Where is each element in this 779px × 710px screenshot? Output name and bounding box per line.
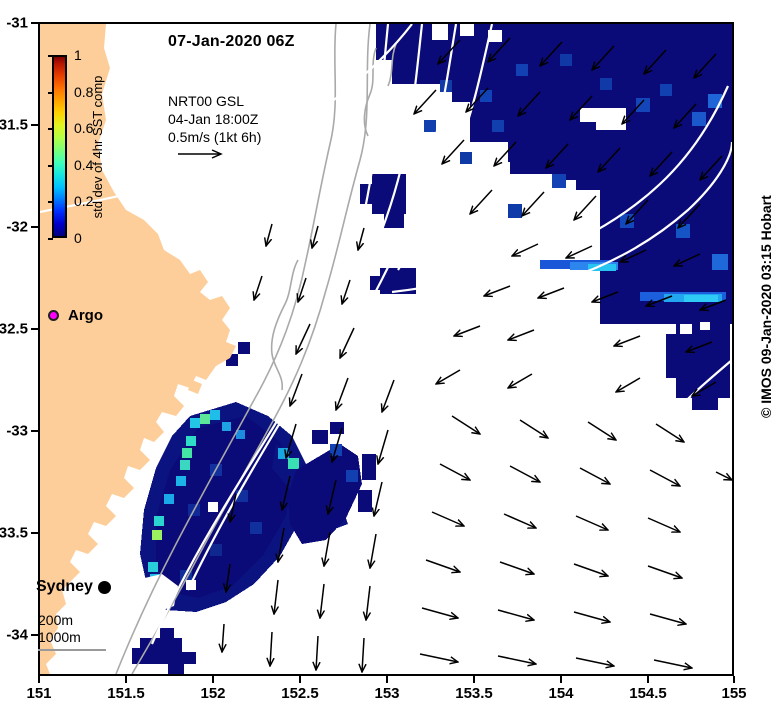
- page-title: 07-Jan-2020 06Z: [168, 33, 295, 50]
- y-tick-label: -33.5: [0, 524, 28, 542]
- argo-legend: Argo: [48, 307, 103, 324]
- annotation-time: 04-Jan 18:00Z: [168, 111, 259, 127]
- x-tick-label: 154.5: [629, 685, 667, 702]
- y-tick-label: -32.5: [0, 320, 28, 338]
- colorbar-tick-label: 0.6: [74, 120, 94, 137]
- depth-legend-shallow: 200m: [38, 612, 74, 628]
- colorbar-tick-label: 0: [74, 230, 82, 246]
- colorbar-tick-label: 0.4: [74, 156, 94, 173]
- colorbar-gradient: [52, 55, 67, 238]
- city-marker-sydney: Sydney: [36, 578, 111, 596]
- annotation-scale: 0.5m/s (1kt 6h): [168, 129, 262, 145]
- x-tick-label: 152.5: [281, 685, 319, 702]
- bathymetry-contours: [115, 24, 397, 674]
- depth-legend-deep: 1000m: [38, 629, 81, 645]
- x-tick-label: 151: [26, 685, 52, 702]
- y-tick-label: -34: [6, 626, 28, 644]
- city-dot-icon: [97, 580, 111, 594]
- depth-legend-rule: [38, 649, 106, 651]
- city-label: Sydney: [36, 578, 93, 595]
- y-tick-label: -33: [6, 422, 28, 440]
- reference-arrow-icon: [178, 149, 223, 159]
- x-tick-label: 153: [374, 685, 400, 702]
- colorbar-tick-label: 0.8: [74, 83, 94, 100]
- x-tick-label: 154: [548, 685, 574, 702]
- colorbar-axis-title: std dev of 4hr SST comp: [90, 75, 105, 219]
- depth-contour-legend: 200m 1000m: [38, 612, 106, 651]
- argo-legend-label: Argo: [68, 307, 103, 324]
- y-tick-label: -31: [6, 14, 28, 32]
- annotation-product: NRT00 GSL: [168, 93, 244, 109]
- y-tick-label: -32: [6, 218, 28, 236]
- x-tick-label: 152: [200, 685, 226, 702]
- surface-current-vectors: [40, 37, 732, 674]
- argo-marker-icon: [48, 310, 59, 321]
- colorbar-tick-label: 0.2: [74, 193, 94, 210]
- y-tick-label: -31.5: [0, 116, 28, 134]
- land-mask: [40, 24, 236, 674]
- product-annotation: NRT00 GSL 04-Jan 18:00Z 0.5m/s (1kt 6h): [168, 92, 261, 164]
- x-tick-label: 151.5: [107, 685, 145, 702]
- x-tick-label: 153.5: [455, 685, 493, 702]
- colorbar-tick-label: 1: [74, 47, 82, 63]
- map-plot-area: [38, 22, 734, 676]
- credit-text: © IMOS 09-Jan-2020 03:15 Hobart: [758, 195, 774, 418]
- x-tick-label: 155: [721, 685, 747, 702]
